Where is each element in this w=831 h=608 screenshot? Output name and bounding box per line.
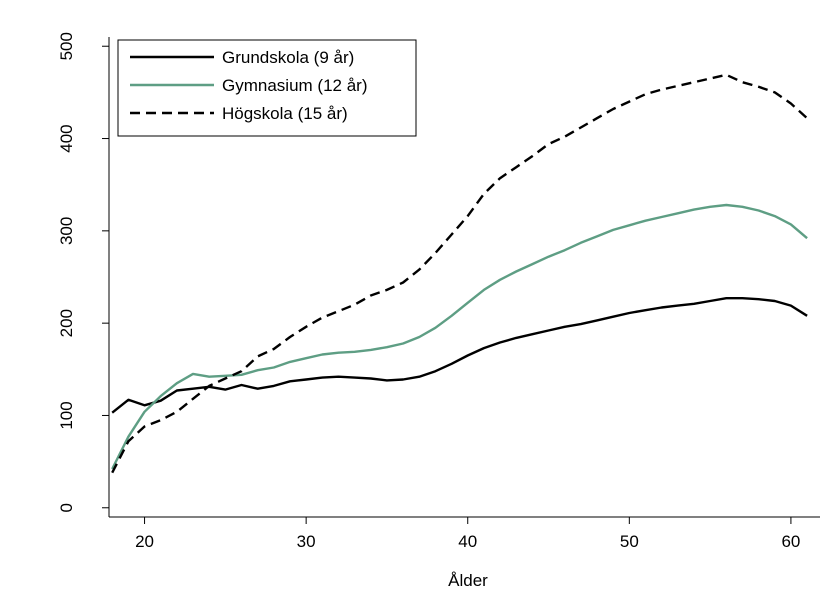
x-tick-label: 60 bbox=[781, 532, 800, 551]
y-tick-label: 500 bbox=[57, 32, 76, 60]
x-tick-label: 50 bbox=[620, 532, 639, 551]
legend-label-2: Gymnasium (12 år) bbox=[222, 76, 367, 95]
y-tick-label: 100 bbox=[57, 401, 76, 429]
y-tick-label: 300 bbox=[57, 217, 76, 245]
series-line-1 bbox=[111, 297, 808, 414]
series-layer bbox=[111, 73, 808, 474]
legend: Grundskola (9 år) Gymnasium (12 år) Högsko… bbox=[117, 39, 417, 137]
y-tick-label: 200 bbox=[57, 309, 76, 337]
legend-label-3: Högskola (15 år) bbox=[222, 104, 348, 123]
x-axis-title: Ålder bbox=[448, 571, 488, 590]
x-tick-label: 20 bbox=[135, 532, 154, 551]
series-line-2 bbox=[111, 203, 808, 470]
x-tick-label: 40 bbox=[458, 532, 477, 551]
y-tick-label: 0 bbox=[57, 503, 76, 512]
legend-label-1: Grundskola (9 år) bbox=[222, 48, 354, 67]
y-tick-label: 400 bbox=[57, 124, 76, 152]
axes: 0 100 200 300 400 500 20 30 40 50 60 bbox=[57, 32, 820, 551]
x-tick-label: 30 bbox=[297, 532, 316, 551]
series-line-3 bbox=[111, 73, 808, 474]
